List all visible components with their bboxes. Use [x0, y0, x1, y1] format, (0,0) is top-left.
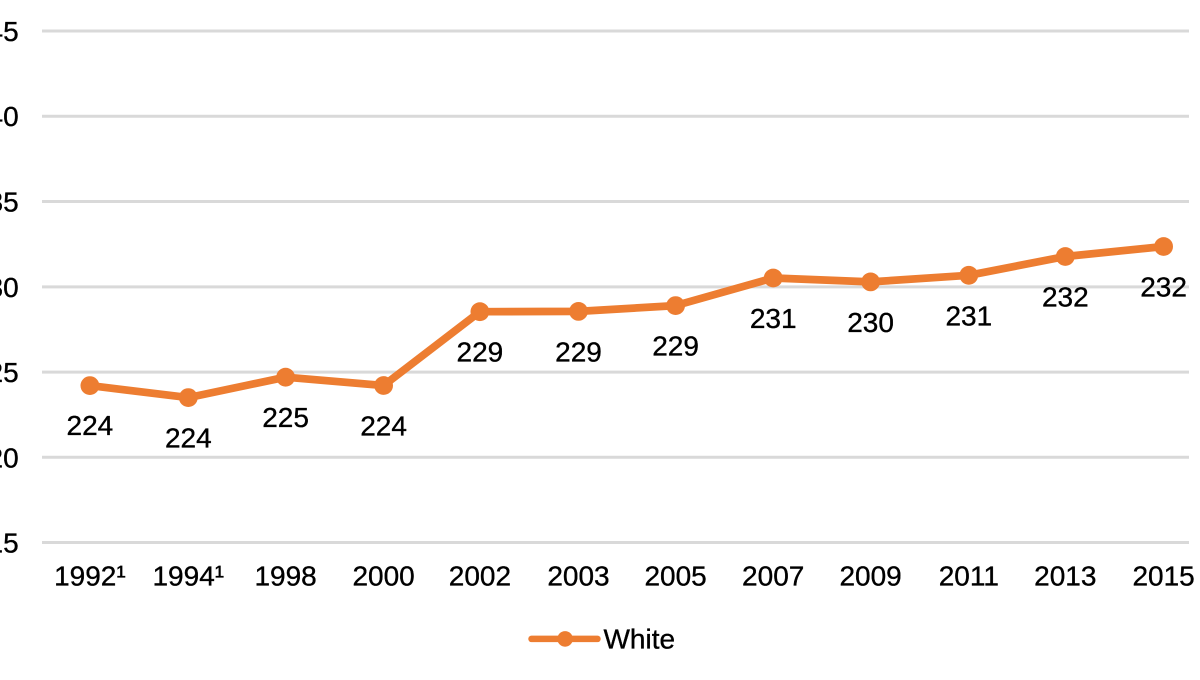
svg-text:220: 220: [0, 442, 19, 473]
svg-text:240: 240: [0, 101, 19, 132]
svg-text:224: 224: [67, 410, 114, 441]
svg-text:225: 225: [0, 357, 19, 388]
svg-text:231: 231: [945, 300, 992, 331]
svg-text:230: 230: [847, 307, 894, 338]
svg-text:231: 231: [750, 303, 797, 334]
svg-text:232: 232: [1042, 282, 1089, 313]
svg-text:White: White: [604, 624, 676, 655]
svg-text:2011: 2011: [939, 561, 999, 592]
svg-text:215: 215: [0, 528, 19, 559]
svg-text:245: 245: [0, 16, 19, 47]
svg-text:229: 229: [457, 337, 504, 368]
svg-text:2005: 2005: [644, 561, 706, 592]
svg-text:225: 225: [262, 402, 309, 433]
svg-text:2002: 2002: [449, 561, 511, 592]
svg-text:1998: 1998: [254, 561, 316, 592]
svg-text:230: 230: [0, 272, 19, 303]
svg-text:224: 224: [360, 411, 407, 442]
svg-text:2000: 2000: [352, 561, 414, 592]
svg-text:235: 235: [0, 187, 19, 218]
svg-text:1994¹: 1994¹: [152, 561, 224, 592]
svg-text:1992¹: 1992¹: [54, 561, 126, 592]
svg-text:2015: 2015: [1132, 561, 1194, 592]
svg-text:2013: 2013: [1034, 561, 1096, 592]
svg-text:2007: 2007: [742, 561, 804, 592]
svg-text:229: 229: [652, 331, 699, 362]
svg-text:224: 224: [165, 423, 212, 454]
svg-text:229: 229: [555, 336, 602, 367]
svg-text:2003: 2003: [547, 561, 609, 592]
svg-text:2009: 2009: [839, 561, 901, 592]
svg-text:232: 232: [1140, 272, 1187, 303]
